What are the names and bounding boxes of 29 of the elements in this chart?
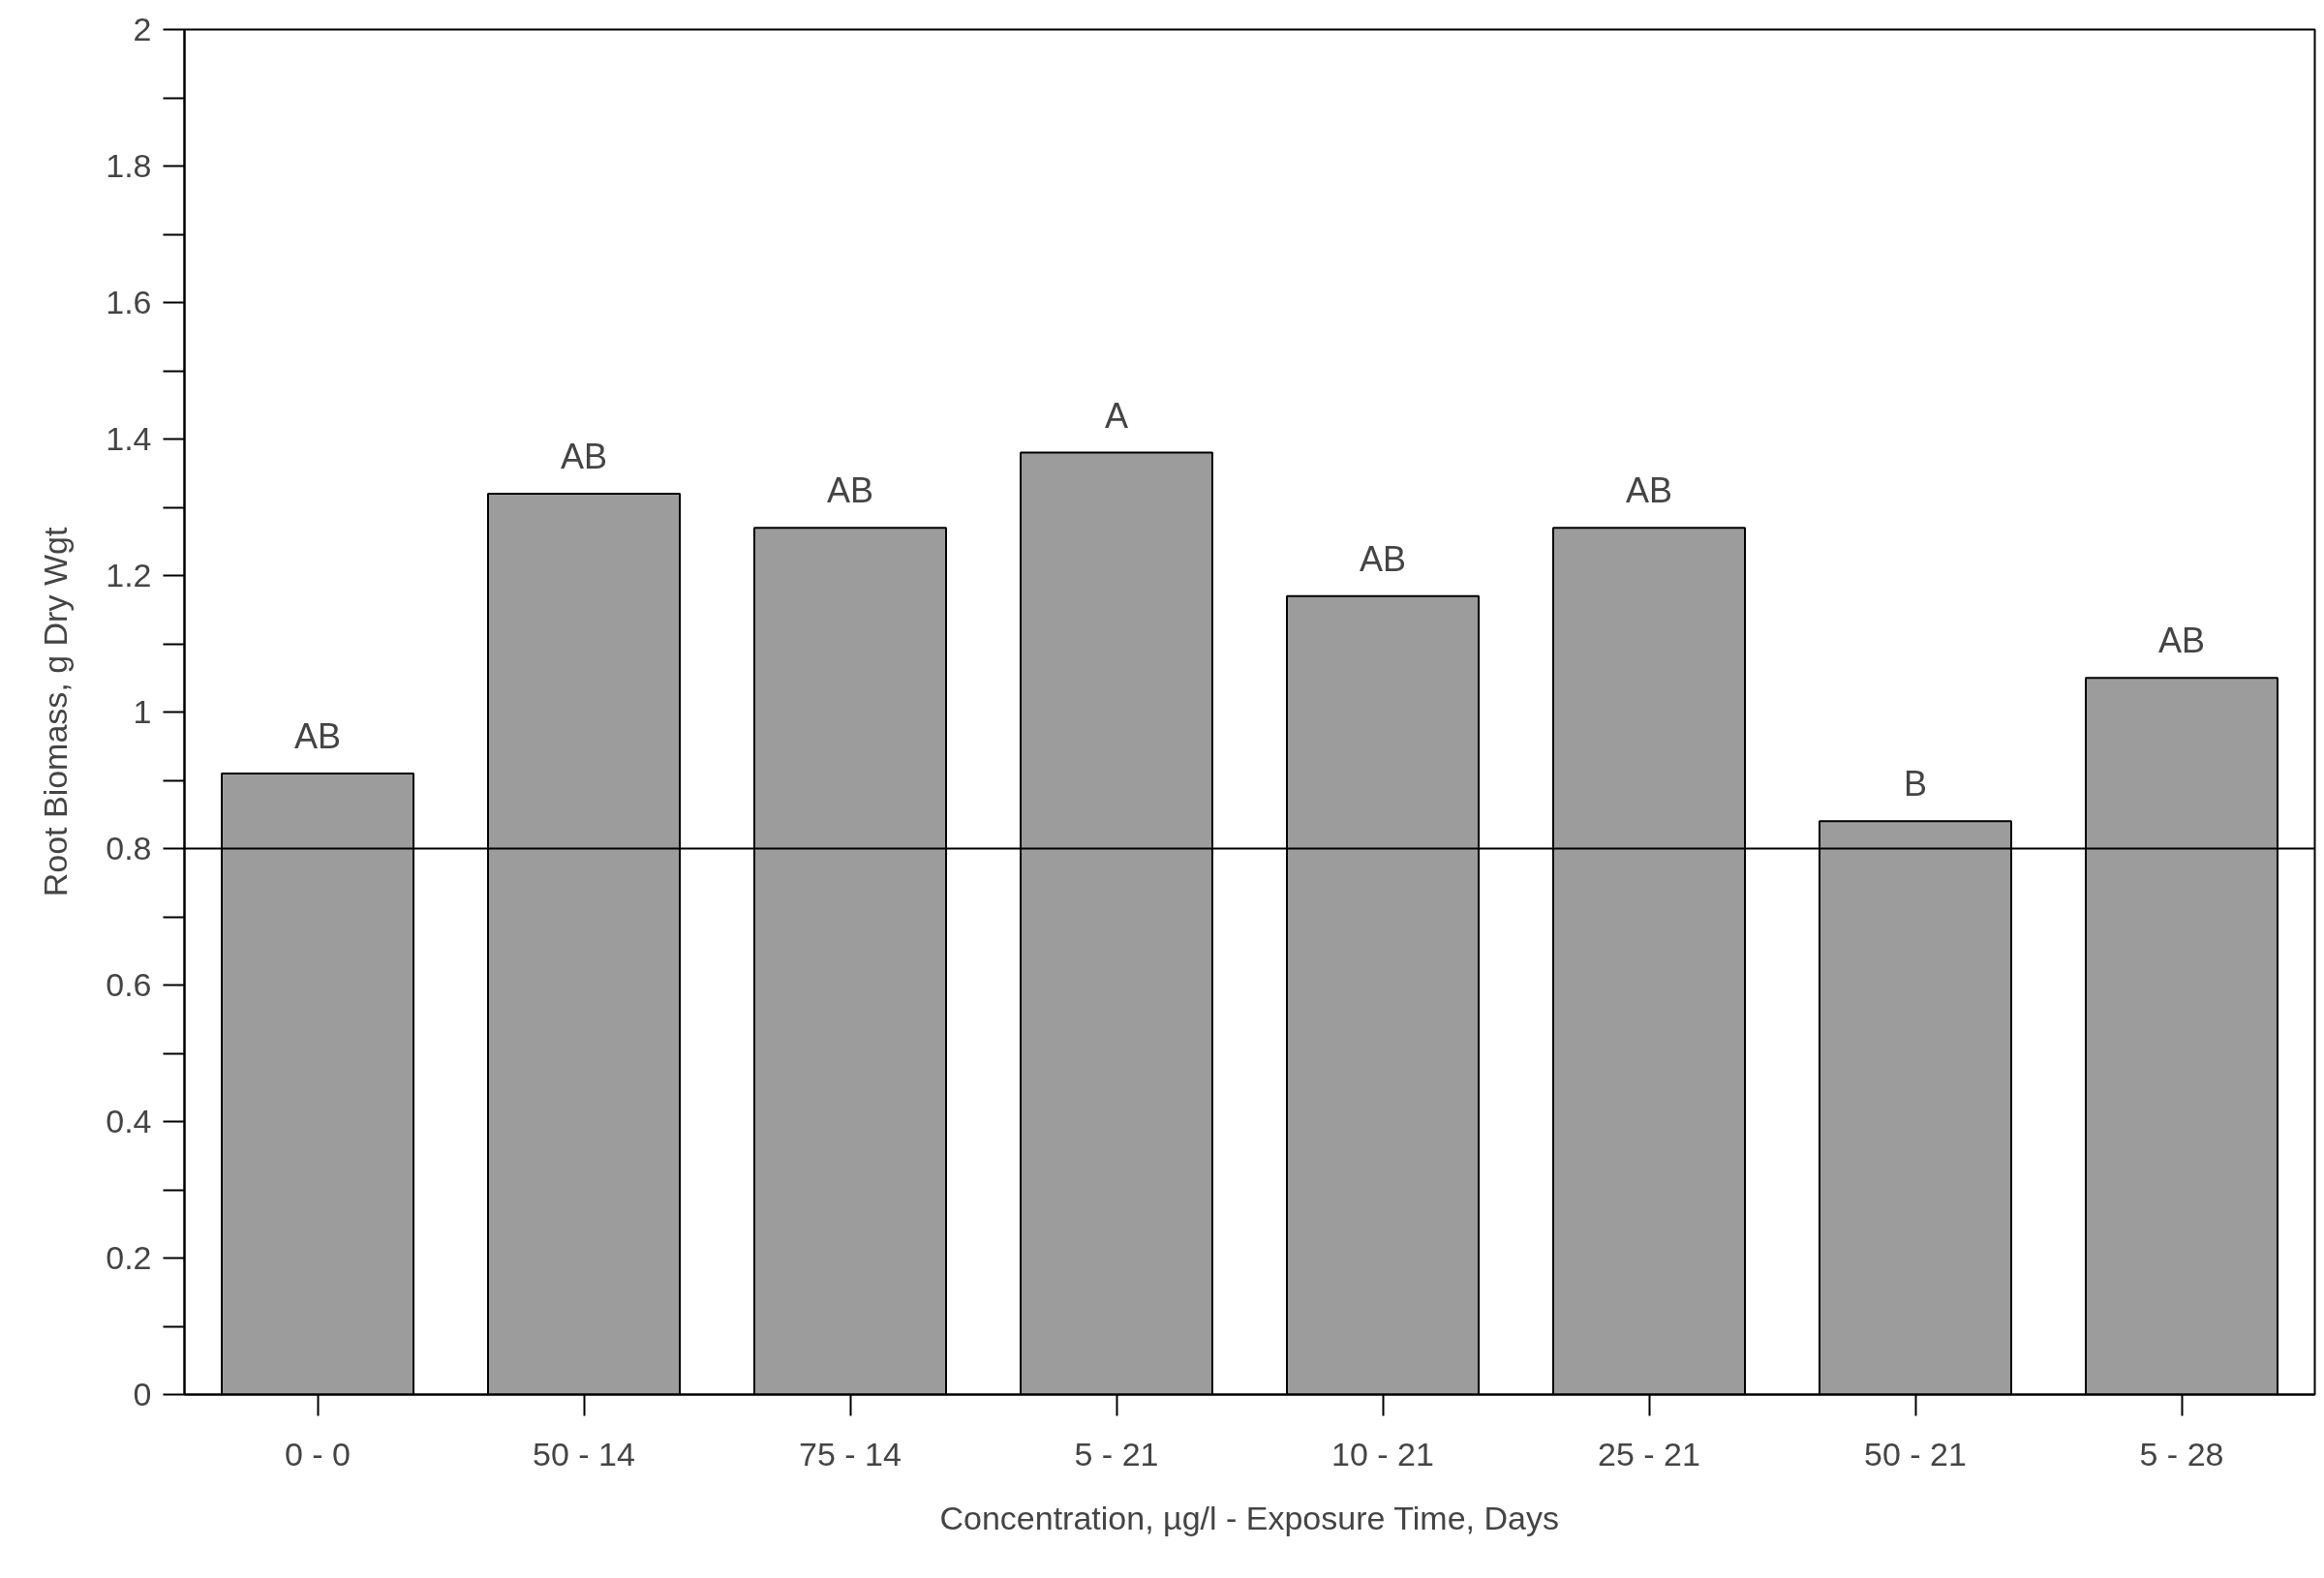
x-tick-label: 25 - 21	[1598, 1435, 1700, 1472]
annotation: AB	[293, 715, 342, 756]
annotation: AB	[826, 470, 874, 511]
y-tick-label: 0.8	[106, 830, 152, 866]
y-tick-label: 1.2	[106, 557, 152, 593]
x-tick-label: 10 - 21	[1331, 1435, 1434, 1472]
x-tick-label: 50 - 21	[1864, 1435, 1967, 1472]
y-tick-label: 2	[133, 11, 152, 47]
y-tick-label: 1.4	[106, 420, 152, 457]
x-tick-label: 50 - 14	[533, 1435, 635, 1472]
annotation: AB	[560, 436, 608, 476]
annotation: AB	[1625, 470, 1673, 511]
annotation: A	[1104, 395, 1129, 436]
y-tick-label: 1.8	[106, 147, 152, 184]
annotation: AB	[1359, 538, 1407, 579]
annotation: AB	[2157, 621, 2206, 661]
x-axis-title: Concentration, µg/l - Exposure Time, Days	[939, 1499, 1559, 1536]
y-tick-label: 1	[133, 693, 152, 730]
y-tick-label: 0.6	[106, 966, 152, 1003]
y-tick-label: 0	[133, 1376, 152, 1412]
y-tick-label: 1.6	[106, 284, 152, 320]
x-tick-label: 5 - 28	[2139, 1435, 2224, 1472]
x-tick-label: 0 - 0	[284, 1435, 352, 1472]
annotation: B	[1903, 764, 1928, 804]
x-tick-label: 5 - 21	[1074, 1435, 1159, 1472]
y-tick-label: 0.4	[106, 1103, 152, 1139]
x-tick-label: 75 - 14	[799, 1435, 902, 1472]
y-axis-title: Root Biomass, g Dry Wgt	[37, 527, 75, 897]
y-tick-label: 0.2	[106, 1239, 152, 1276]
